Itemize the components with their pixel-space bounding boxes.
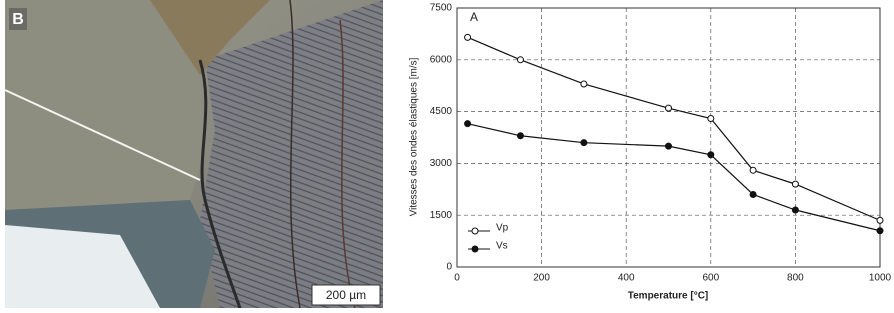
data-point <box>666 143 672 149</box>
scale-bar-label: 200 µm <box>326 288 366 302</box>
x-tick-label: 400 <box>618 273 635 284</box>
x-tick-label: 1000 <box>869 273 892 284</box>
series-line <box>468 124 880 231</box>
x-tick-label: 200 <box>533 273 550 284</box>
legend-label: Vs <box>496 241 508 252</box>
y-tick-label: 3000 <box>430 158 453 169</box>
y-tick-label: 4500 <box>430 106 453 117</box>
y-axis-label: Vitesses des ondes élastiques [m/s] <box>409 57 420 216</box>
data-point <box>581 140 587 146</box>
micrograph: B 200 µm <box>5 0 383 308</box>
data-point <box>792 207 798 213</box>
data-point <box>581 81 587 87</box>
legend-marker <box>472 246 478 252</box>
data-point <box>750 191 756 197</box>
data-point <box>708 116 714 122</box>
figure: B 200 µm A Temperature [°C] Vitesses des… <box>0 0 894 308</box>
chart: A Temperature [°C] Vitesses des ondes él… <box>409 3 892 302</box>
legend-marker <box>472 228 478 234</box>
data-point <box>750 167 756 173</box>
panel-label: B <box>12 11 24 28</box>
data-point <box>517 133 523 139</box>
data-point <box>666 105 672 111</box>
x-tick-label: 800 <box>787 273 804 284</box>
x-tick-label: 600 <box>702 273 719 284</box>
x-tick-label: 0 <box>454 273 460 284</box>
data-point <box>877 217 883 223</box>
legend-label: Vp <box>496 223 509 234</box>
data-point <box>792 181 798 187</box>
series-line <box>468 37 880 220</box>
y-tick-label: 0 <box>446 262 452 273</box>
y-tick-label: 7500 <box>430 3 453 14</box>
x-axis-label: Temperature [°C] <box>628 291 709 302</box>
data-point <box>877 228 883 234</box>
data-point <box>708 152 714 158</box>
y-tick-label: 1500 <box>430 210 453 221</box>
panel-label: A <box>470 10 478 24</box>
data-point <box>465 121 471 127</box>
data-point <box>517 57 523 63</box>
data-point <box>465 34 471 40</box>
y-tick-label: 6000 <box>430 54 453 65</box>
